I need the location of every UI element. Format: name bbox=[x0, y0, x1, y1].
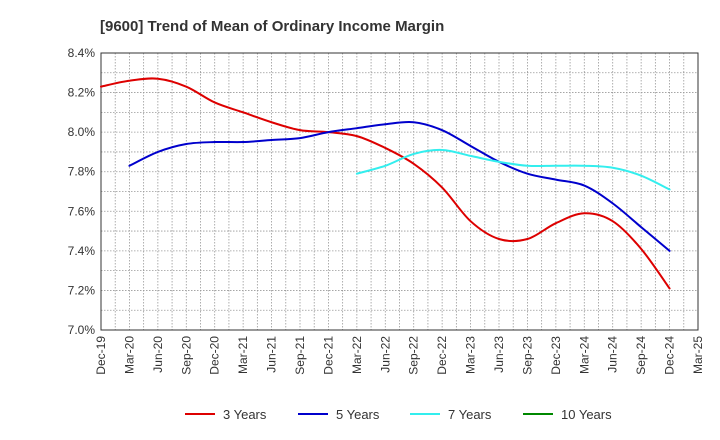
y-tick-label: 8.0% bbox=[68, 125, 96, 139]
x-tick-label: Sep-24 bbox=[634, 336, 648, 375]
legend-item-5-years: 5 Years bbox=[298, 407, 380, 422]
x-tick-label: Dec-22 bbox=[435, 336, 449, 375]
horizontal-gridlines bbox=[101, 72, 698, 311]
legend-label: 10 Years bbox=[561, 407, 612, 422]
legend-item-3-years: 3 Years bbox=[185, 407, 267, 422]
x-tick-label: Mar-25 bbox=[691, 336, 705, 374]
legend-label: 3 Years bbox=[223, 407, 267, 422]
y-tick-label: 7.2% bbox=[68, 283, 96, 297]
x-tick-label: Jun-21 bbox=[265, 336, 279, 373]
x-tick-label: Dec-19 bbox=[94, 336, 108, 375]
x-tick-label: Dec-20 bbox=[208, 336, 222, 375]
x-tick-label: Mar-21 bbox=[236, 336, 250, 374]
x-tick-label: Mar-23 bbox=[464, 336, 478, 374]
series-lines bbox=[100, 77, 671, 290]
x-tick-label: Mar-24 bbox=[577, 336, 591, 374]
y-tick-label: 8.4% bbox=[68, 46, 96, 60]
x-tick-label: Mar-22 bbox=[350, 336, 364, 374]
x-tick-label: Dec-24 bbox=[663, 336, 677, 375]
y-tick-label: 7.6% bbox=[68, 204, 96, 218]
x-tick-label: Mar-20 bbox=[122, 336, 136, 374]
x-axis-ticks: Dec-19 Mar-20 Jun-20 Sep-20 Dec-20 Mar-21 Jun-… bbox=[94, 336, 705, 375]
legend-item-7-years: 7 Years bbox=[410, 407, 492, 422]
plot-border bbox=[100, 52, 699, 331]
chart-title: [9600] Trend of Mean of Ordinary Income … bbox=[100, 18, 444, 35]
x-tick-label: Sep-20 bbox=[179, 336, 193, 375]
x-tick-label: Jun-24 bbox=[606, 336, 620, 373]
y-tick-label: 7.4% bbox=[68, 244, 96, 258]
y-tick-label: 8.2% bbox=[68, 86, 96, 100]
x-tick-label: Dec-23 bbox=[549, 336, 563, 375]
x-tick-label: Dec-21 bbox=[321, 336, 335, 375]
y-tick-label: 7.0% bbox=[68, 323, 96, 337]
x-tick-label: Sep-23 bbox=[520, 336, 534, 375]
y-tick-label: 7.8% bbox=[68, 165, 96, 179]
series-line-5-years bbox=[128, 121, 671, 252]
x-tick-label: Jun-22 bbox=[378, 336, 392, 373]
legend: 3 Years 5 Years 7 Years 10 Years bbox=[185, 407, 612, 422]
legend-label: 5 Years bbox=[336, 407, 380, 422]
series-line-7-years bbox=[355, 148, 671, 191]
x-tick-label: Jun-23 bbox=[492, 336, 506, 373]
y-axis-ticks: 8.4% 8.2% 8.0% 7.8% 7.6% 7.4% 7.2% 7.0% bbox=[68, 46, 96, 337]
x-tick-label: Jun-20 bbox=[151, 336, 165, 373]
x-tick-label: Sep-21 bbox=[293, 336, 307, 375]
series-line-3-years bbox=[100, 77, 671, 290]
legend-item-10-years: 10 Years bbox=[523, 407, 612, 422]
x-tick-label: Sep-22 bbox=[407, 336, 421, 375]
legend-label: 7 Years bbox=[448, 407, 492, 422]
